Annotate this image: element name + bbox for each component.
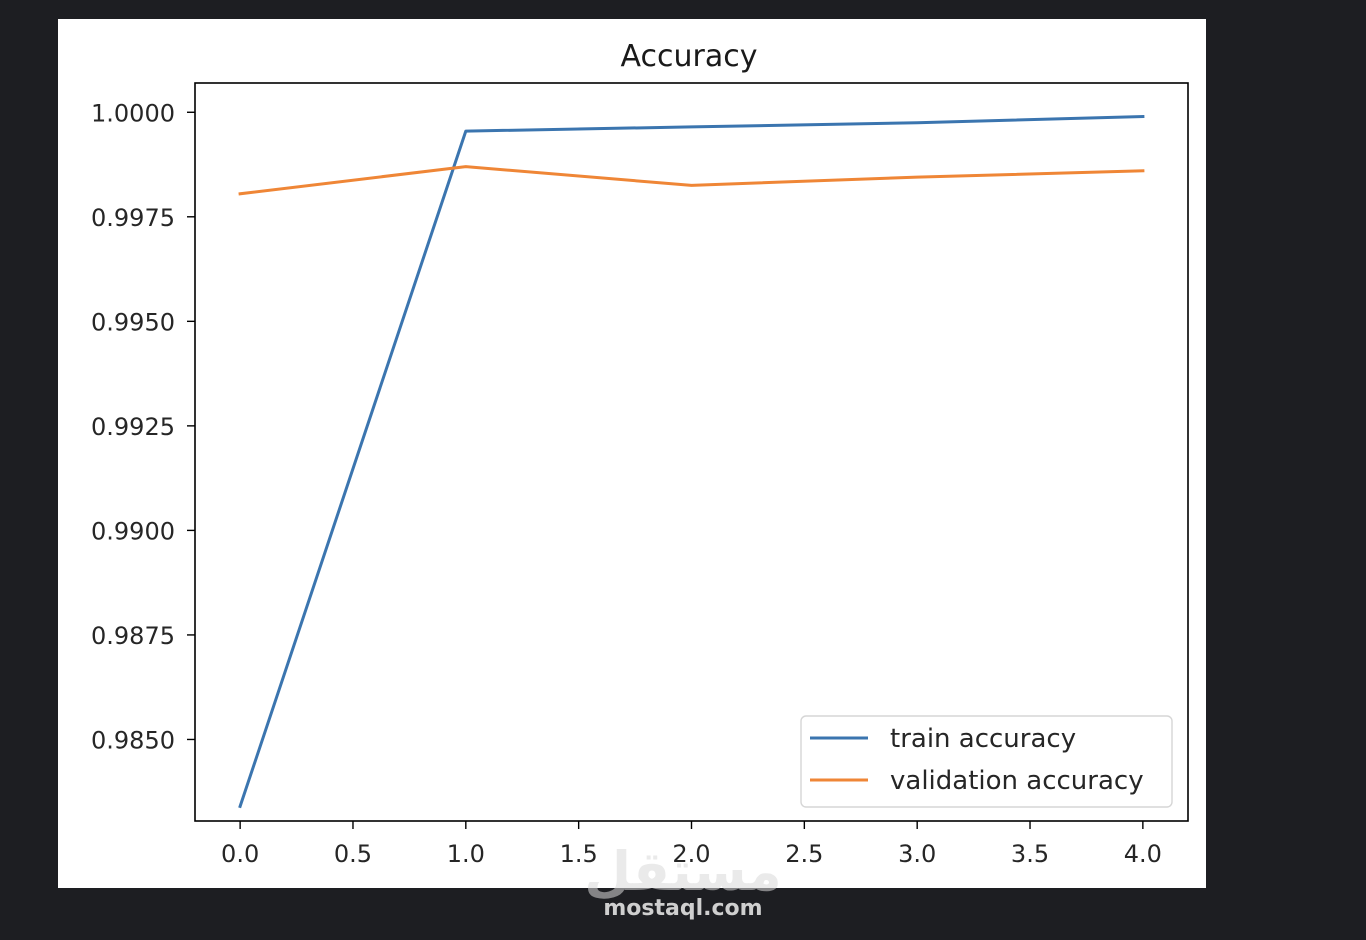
x-tick-label: 1.0	[447, 840, 485, 868]
x-tick-label: 4.0	[1124, 840, 1162, 868]
x-tick-label: 3.5	[1011, 840, 1049, 868]
y-tick-label: 1.0000	[91, 99, 175, 127]
accuracy-chart: Accuracy 0.0 0.5 1.0 1.5 2.0 2.5 3.0 3.5 4.0 0.9…	[91, 39, 1189, 868]
chart-figure: Accuracy 0.0 0.5 1.0 1.5 2.0 2.5 3.0 3.5 4.0 0.9…	[58, 19, 1206, 888]
y-tick-label: 0.9950	[91, 308, 175, 336]
x-tick-label: 0.0	[221, 840, 259, 868]
x-tick-label: 2.0	[672, 840, 710, 868]
chart-title: Accuracy	[621, 39, 758, 74]
series-line-train-accuracy	[238, 114, 1145, 809]
y-axis: 0.9850 0.9875 0.9900 0.9925 0.9950 0.9975 1.00…	[91, 99, 195, 754]
legend-box	[800, 715, 1173, 808]
series-lines	[238, 114, 1145, 809]
y-tick-label: 0.9925	[91, 413, 175, 441]
legend: train accuracy validation accuracy	[800, 715, 1173, 808]
y-tick-label: 0.9975	[91, 204, 175, 232]
plot-area-frame	[194, 82, 1189, 822]
legend-label-validation-accuracy: validation accuracy	[890, 766, 1144, 796]
y-tick-label: 0.9875	[91, 622, 175, 650]
watermark-site: mostaql.com	[603, 896, 762, 921]
legend-label-train-accuracy: train accuracy	[890, 724, 1076, 754]
x-axis: 0.0 0.5 1.0 1.5 2.0 2.5 3.0 3.5 4.0	[221, 821, 1162, 868]
series-line-validation-accuracy	[238, 165, 1145, 196]
x-tick-label: 1.5	[560, 840, 598, 868]
x-tick-label: 0.5	[334, 840, 372, 868]
x-tick-label: 3.0	[898, 840, 936, 868]
y-tick-label: 0.9900	[91, 517, 175, 545]
x-tick-label: 2.5	[785, 840, 823, 868]
y-tick-label: 0.9850	[91, 726, 175, 754]
